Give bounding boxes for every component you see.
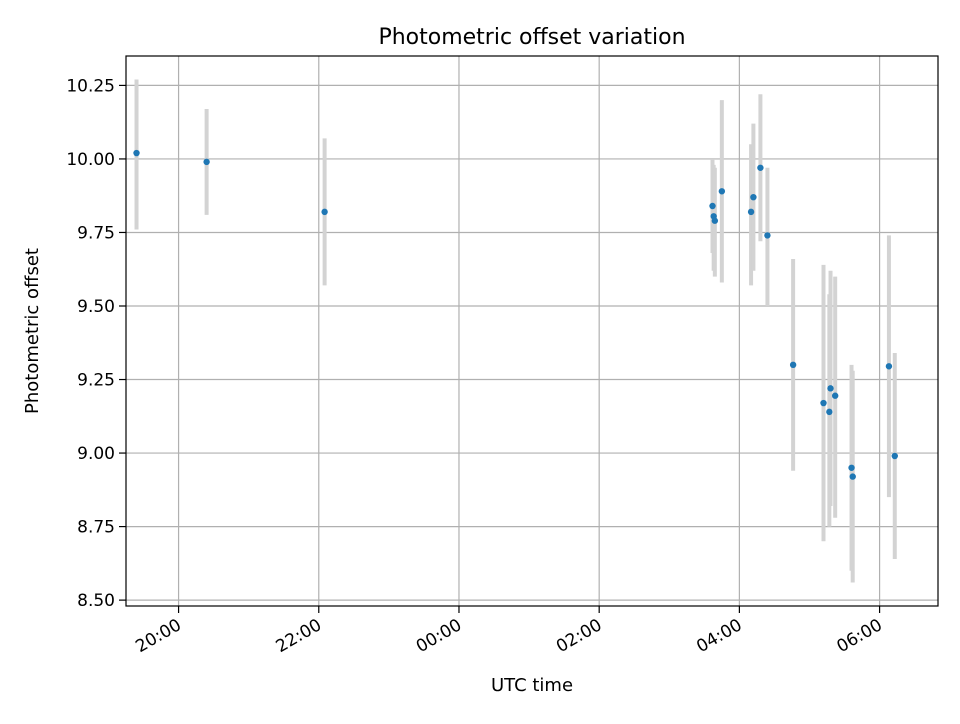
y-tick-label: 10.25: [66, 76, 115, 96]
data-point: [826, 408, 833, 416]
data-point: [750, 193, 757, 201]
chart-title: Photometric offset variation: [378, 25, 685, 50]
y-tick-label: 9.25: [77, 371, 115, 391]
data-point: [711, 217, 719, 224]
data-point: [827, 385, 834, 392]
data-point: [849, 473, 856, 480]
data-point: [831, 392, 839, 399]
data-point: [718, 188, 726, 195]
x-axis-label: UTC time: [491, 675, 573, 696]
y-tick-label: 9.75: [77, 223, 115, 243]
grid-layer: [126, 56, 938, 606]
data-point: [203, 158, 210, 166]
y-tick-label: 8.50: [77, 591, 115, 611]
data-point: [885, 363, 893, 370]
plot-frame: [125, 55, 939, 607]
y-tick-label: 10.00: [66, 150, 115, 170]
y-tick-label: 9.50: [77, 297, 115, 317]
data-point: [321, 208, 328, 216]
data-point: [757, 164, 764, 171]
y-tick-label: 8.75: [77, 518, 115, 538]
y-axis-label: Photometric offset: [22, 248, 43, 414]
y-tick-label: 9.00: [77, 444, 115, 464]
data-point: [891, 452, 898, 460]
data-point: [133, 149, 140, 157]
point-layer: [133, 149, 898, 480]
data-point: [764, 232, 771, 239]
data-point: [820, 399, 827, 407]
data-point: [709, 202, 716, 210]
data-point: [789, 361, 797, 369]
y-axis-ticks: 8.50 8.75 9.00 9.25 9.50 9.75 10.00 10.25: [66, 76, 126, 611]
data-point: [747, 208, 755, 216]
data-point: [848, 464, 855, 471]
